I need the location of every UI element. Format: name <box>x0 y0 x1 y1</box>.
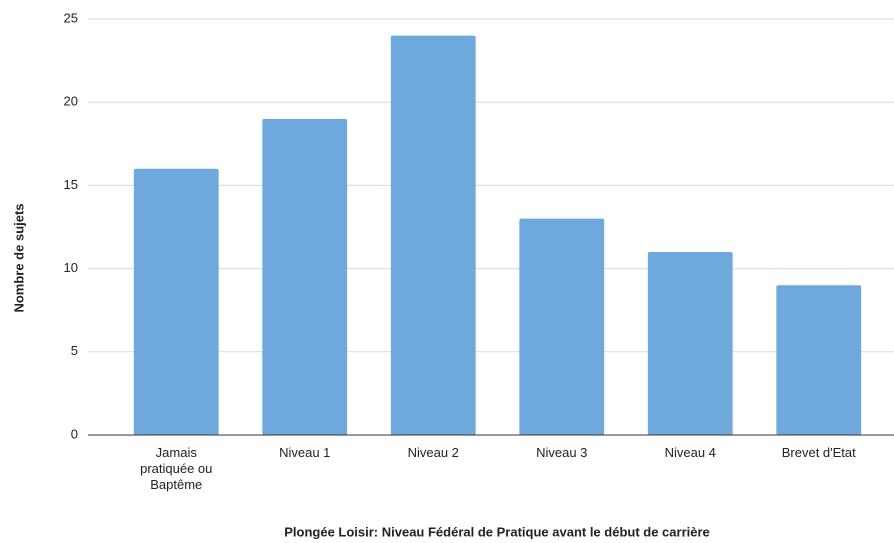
y-axis-label: Nombre de sujets <box>11 203 26 312</box>
bar <box>262 118 348 435</box>
bar <box>776 285 862 435</box>
y-tick-label: 5 <box>71 343 78 358</box>
y-tick-label: 15 <box>64 177 78 192</box>
y-tick-label: 20 <box>64 94 78 109</box>
x-tick-label: Jamais pratiquée ou Baptême <box>140 445 213 492</box>
y-tick-label: 0 <box>71 426 78 441</box>
x-tick-label: Brevet d'Etat <box>781 445 856 460</box>
bar <box>133 168 219 435</box>
x-axis-label: Plongée Loisir: Niveau Fédéral de Pratiq… <box>284 524 710 539</box>
x-tick-label: Niveau 1 <box>279 445 331 460</box>
x-tick-label: Niveau 3 <box>536 445 588 460</box>
y-tick-label: 25 <box>64 10 78 25</box>
bar <box>647 251 733 435</box>
bar <box>519 218 605 435</box>
x-tick-label: Niveau 2 <box>407 445 459 460</box>
y-tick-label: 10 <box>64 260 78 275</box>
bar <box>390 35 476 435</box>
x-tick-label: Niveau 4 <box>664 445 716 460</box>
